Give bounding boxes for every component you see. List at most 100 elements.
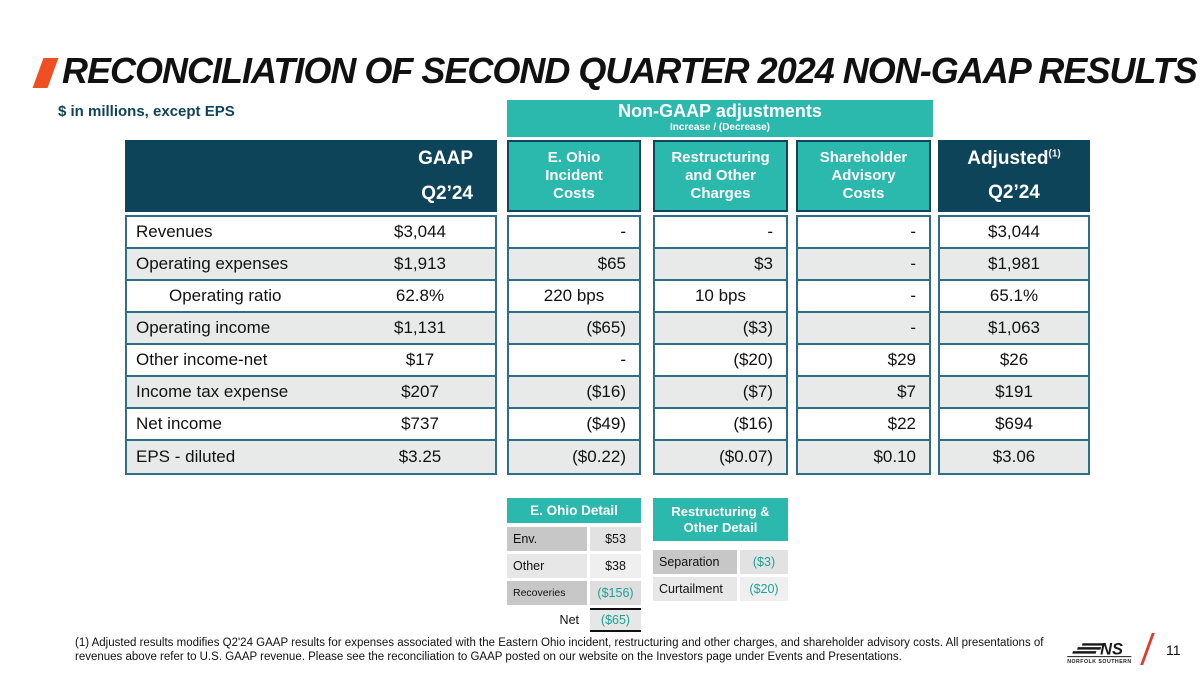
adjustment-value: ($16): [733, 414, 773, 433]
detail-label: Other: [507, 554, 587, 578]
non-gaap-adjustments-banner: Non-GAAP adjustments Increase / (Decreas…: [507, 100, 933, 137]
detail-title-line: Restructuring &: [671, 503, 770, 519]
detail-value: $38: [590, 554, 641, 578]
table-cell: ($0.07): [655, 441, 786, 473]
table-cell: -: [509, 345, 639, 377]
table-cell: ($65): [509, 313, 639, 345]
adjusted-value: $694: [995, 414, 1033, 433]
detail-value: $53: [590, 527, 641, 551]
table-cell: $3.06: [940, 441, 1088, 473]
adjustment-value: ($65): [586, 318, 626, 337]
detail-label: Net: [559, 613, 579, 627]
table-cell: -: [798, 217, 929, 249]
adjusted-value: $1,063: [988, 318, 1040, 337]
table-cell: 65.1%: [940, 281, 1088, 313]
table-cell: ($0.22): [509, 441, 639, 473]
page-number: 11: [1166, 642, 1181, 658]
detail-row: Net ($65): [507, 608, 641, 632]
table-cell: $694: [940, 409, 1088, 441]
e-ohio-column-block: E. Ohio Incident Costs - $65 220 bps ($6…: [507, 140, 641, 475]
row-label: Operating expenses: [136, 254, 289, 273]
table-cell: $3,044: [940, 217, 1088, 249]
adjusted-value: $1,981: [988, 254, 1040, 273]
table-cell: $1,063: [940, 313, 1088, 345]
header-line: E. Ohio: [547, 149, 601, 166]
adjusted-value: 65.1%: [989, 286, 1039, 305]
gaap-value: $3.25: [398, 447, 442, 466]
adjustment-value: -: [620, 350, 626, 369]
gaap-value: 62.8%: [395, 286, 445, 305]
adjustment-value: ($16): [586, 382, 626, 401]
adjustment-value: -: [767, 222, 773, 241]
row-label: Revenues: [136, 222, 213, 241]
adjustment-value: ($3): [742, 318, 773, 337]
restructuring-detail-title: Restructuring & Other Detail: [653, 498, 788, 541]
adjustment-value: $3: [754, 254, 773, 273]
adjustment-value: $22: [887, 414, 916, 433]
adjustment-value: -: [910, 318, 916, 337]
table-cell: -: [798, 313, 929, 345]
header-line: Incident: [545, 167, 603, 184]
table-row: Operating expenses $1,913: [127, 249, 495, 281]
detail-row: Curtailment ($20): [653, 577, 788, 601]
table-cell: -: [798, 249, 929, 281]
header-line: and Other: [685, 167, 756, 184]
restructuring-column-body: - $3 10 bps ($3) ($20) ($7) ($16) ($0.07…: [653, 215, 788, 475]
detail-value: ($156): [590, 581, 641, 605]
footnote-marker: (1): [1048, 148, 1061, 160]
banner-title: Non-GAAP adjustments: [618, 101, 822, 121]
adjusted-value: $191: [995, 382, 1033, 401]
table-cell: ($3): [655, 313, 786, 345]
header-line: Shareholder: [819, 149, 908, 166]
adjustment-value: $29: [887, 350, 916, 369]
table-cell: -: [655, 217, 786, 249]
header-line: Advisory: [831, 167, 896, 184]
adjusted-column-header: Adjusted(1) Q2’24: [938, 140, 1090, 212]
adjusted-value: $26: [999, 350, 1029, 369]
gaap-header-line1: GAAP: [418, 147, 473, 169]
table-cell: ($49): [509, 409, 639, 441]
table-cell: ($7): [655, 377, 786, 409]
gaap-value: $207: [401, 382, 439, 401]
gaap-column-body: Revenues $3,044 Operating expenses $1,913 …: [125, 215, 497, 475]
ns-logo-icon: NS NORFOLK SOUTHERN: [1067, 640, 1132, 665]
adjustment-value: $65: [597, 254, 626, 273]
table-cell: 220 bps: [509, 281, 639, 313]
page-number-slash: [1140, 633, 1155, 665]
detail-label: Separation: [653, 550, 737, 574]
adjustment-value: -: [620, 222, 626, 241]
table-cell: $7: [798, 377, 929, 409]
row-label: Net income: [136, 414, 222, 433]
table-cell: $29: [798, 345, 929, 377]
row-label: Other income-net: [136, 350, 268, 369]
table-cell: -: [509, 217, 639, 249]
table-cell: $191: [940, 377, 1088, 409]
detail-label: Env.: [507, 527, 587, 551]
detail-value: ($65): [590, 608, 641, 632]
shareholder-column-header: Shareholder Advisory Costs: [796, 140, 931, 212]
title-accent-slash: [32, 58, 59, 88]
table-row: Net income $737: [127, 409, 495, 441]
gaap-value: $1,913: [394, 254, 446, 273]
ns-logo-text: NORFOLK SOUTHERN: [1067, 659, 1132, 665]
table-cell: 10 bps: [655, 281, 786, 313]
adjusted-header-line1: Adjusted(1): [967, 148, 1061, 170]
table-cell: ($16): [655, 409, 786, 441]
adjusted-value: $3.06: [992, 447, 1036, 466]
adjustment-value: $0.10: [873, 447, 916, 466]
restructuring-column-block: Restructuring and Other Charges - $3 10 …: [653, 140, 788, 475]
table-row: Other income-net $17: [127, 345, 495, 377]
gaap-column-header: GAAP Q2’24: [125, 140, 497, 212]
detail-row: Recoveries ($156): [507, 581, 641, 605]
detail-value: ($3): [740, 550, 788, 574]
e-ohio-detail-table: E. Ohio Detail Env. $53 Other $38 Recove…: [507, 498, 641, 635]
shareholder-column-body: - - - - $29 $7 $22 $0.10: [796, 215, 931, 475]
detail-value: ($20): [740, 577, 788, 601]
adjusted-label: Adjusted: [967, 148, 1049, 169]
gaap-value: $17: [405, 350, 435, 369]
header-line: Costs: [842, 185, 885, 202]
adjustment-value: 10 bps: [694, 286, 747, 305]
gaap-value: $737: [401, 414, 439, 433]
units-note: $ in millions, except EPS: [58, 103, 235, 120]
